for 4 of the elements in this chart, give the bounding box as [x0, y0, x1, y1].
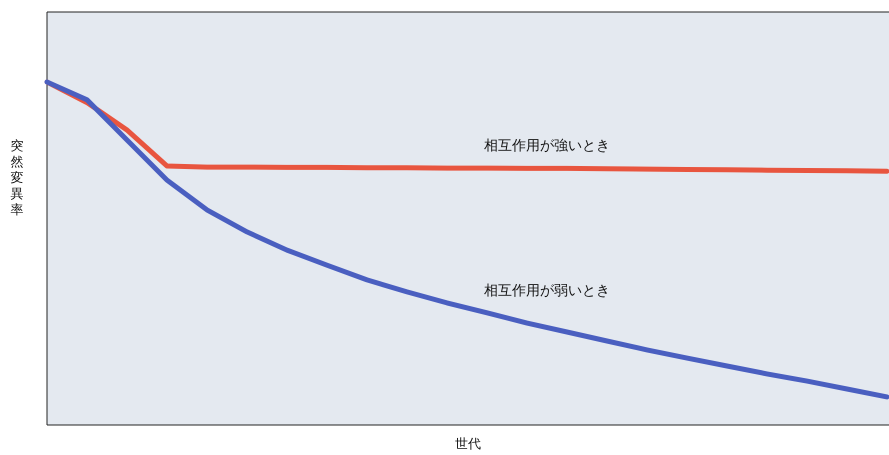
series-label: 相互作用が弱いとき	[484, 282, 610, 299]
series-label: 相互作用が強いとき	[484, 138, 610, 154]
y-axis-title: 突然変異率	[10, 139, 24, 218]
x-axis-title: 世代	[455, 437, 481, 452]
